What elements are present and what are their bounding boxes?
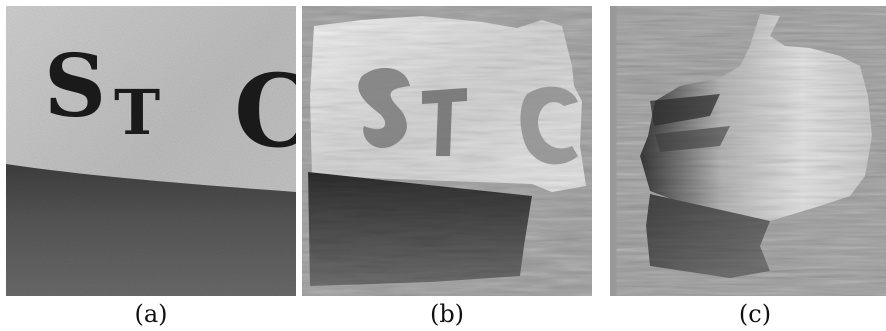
depth-render-front-image bbox=[302, 6, 592, 296]
depth-render-oblique-image bbox=[610, 6, 886, 296]
caption-c: (c) bbox=[738, 300, 772, 328]
letter-c: C bbox=[234, 52, 296, 170]
panel-c-render bbox=[610, 6, 886, 296]
panel-b-render bbox=[302, 6, 592, 296]
letter-s: S bbox=[44, 36, 106, 137]
letter-t: T bbox=[114, 76, 160, 149]
caption-b: (b) bbox=[429, 300, 465, 328]
caption-a: (a) bbox=[134, 300, 168, 328]
stone-photo-image: S T C bbox=[6, 6, 296, 296]
panel-a-photo: S T C bbox=[6, 6, 296, 296]
